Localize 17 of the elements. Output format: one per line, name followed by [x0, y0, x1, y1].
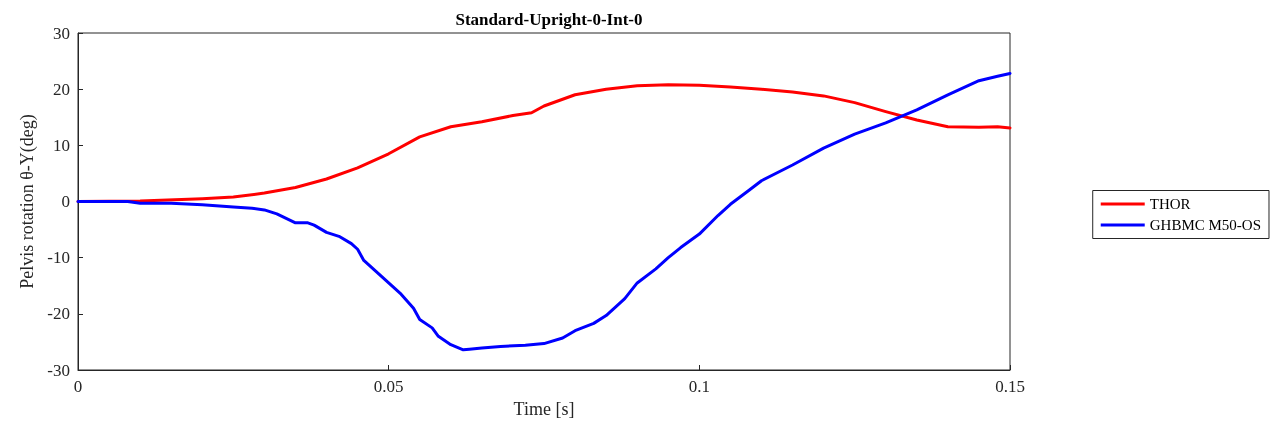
y-tick-label: 0 [61, 192, 70, 211]
x-axis-title: Time [s] [513, 399, 575, 419]
y-axis-title: Pelvis rotation θ-Y(deg) [17, 114, 38, 289]
line-series [76, 71, 1012, 352]
y-tick-label: 10 [53, 135, 70, 155]
x-tick-label: 0.15 [995, 377, 1025, 396]
x-tick-label: 0.05 [373, 377, 404, 396]
y-tick-label: -30 [47, 360, 70, 380]
legend-label: THOR [1149, 196, 1191, 212]
y-tick-label: -20 [47, 304, 70, 324]
y-tick-label: -10 [47, 248, 70, 268]
x-tick-label: 0.1 [688, 377, 710, 396]
x-tick-label: 0 [73, 377, 83, 396]
chart-title: Standard-Upright-0-Int-0 [455, 10, 643, 29]
y-tick-label: 30 [53, 23, 70, 43]
legend-label: GHBMC M50-OS [1149, 217, 1262, 233]
y-tick-label: 20 [53, 79, 70, 99]
